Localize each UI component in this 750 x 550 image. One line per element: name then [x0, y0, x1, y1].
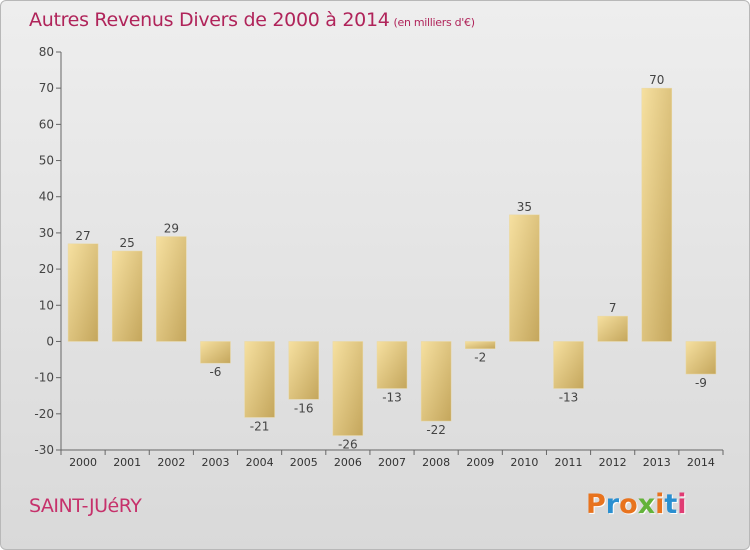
bar-value-label: -2 [474, 351, 486, 365]
bar-2014 [685, 341, 717, 375]
bar-2007 [376, 341, 408, 389]
bar-2006 [332, 341, 364, 436]
x-tick-label: 2001 [113, 456, 141, 469]
bar-2011 [553, 341, 584, 389]
bar-2005 [288, 341, 319, 400]
bar-value-label: 29 [164, 222, 179, 236]
chart-subtitle: (en milliers d'€) [393, 16, 475, 29]
bar-value-label: -13 [559, 390, 579, 404]
y-axis: -30 -20 -10 0 10 20 30 40 50 60 70 80 [34, 45, 62, 457]
bar-value-label: -22 [426, 423, 446, 437]
x-tick-label: 2008 [422, 456, 450, 469]
bar-2008 [420, 341, 452, 422]
bar-value-label: 25 [120, 236, 135, 250]
x-tick-label: 2012 [599, 456, 627, 469]
x-tick-label: 2002 [157, 456, 185, 469]
x-tick-label: 2011 [555, 456, 583, 469]
bar-2012 [597, 315, 628, 342]
x-tick-label: 2005 [290, 456, 318, 469]
y-tick-label: 60 [39, 117, 54, 131]
bar-value-label: 70 [649, 73, 664, 87]
bar-2002 [156, 236, 187, 342]
bar-2013 [641, 87, 673, 342]
x-tick-label: 2000 [69, 456, 97, 469]
bar-2000 [67, 243, 99, 342]
bar-2009 [465, 341, 496, 349]
bar-value-label: -26 [338, 438, 358, 452]
x-tick-label: 2006 [334, 456, 362, 469]
bars-group: 27 25 29 -6 -21 -16 -26 -13 -22 -2 35 -13 7 70 -9 [67, 73, 717, 452]
bar-value-label: 35 [517, 200, 532, 214]
y-tick-label: 40 [39, 190, 54, 204]
bar-value-label: -21 [250, 419, 270, 433]
bar-2010 [509, 214, 540, 342]
bar-2001 [111, 250, 143, 342]
y-tick-label: 20 [39, 262, 54, 276]
y-tick-label: -20 [34, 407, 54, 421]
y-tick-label: -30 [34, 443, 54, 457]
x-tick-label: 2009 [466, 456, 494, 469]
x-tick-label: 2014 [687, 456, 715, 469]
y-tick-label: 0 [46, 334, 54, 348]
y-tick-label: 30 [39, 226, 54, 240]
city-name: SAINT-JUéRY [29, 495, 142, 517]
y-tick-label: 80 [39, 45, 54, 59]
y-tick-label: 50 [39, 154, 54, 168]
x-tick-label: 2010 [510, 456, 538, 469]
bar-value-label: -13 [382, 390, 402, 404]
bar-value-label: -6 [209, 365, 221, 379]
bar-2004 [244, 341, 275, 418]
x-tick-label: 2004 [246, 456, 274, 469]
x-tick-label: 2013 [643, 456, 671, 469]
y-tick-label: -10 [34, 371, 54, 385]
proxiti-logo[interactable]: Proxiti [586, 489, 687, 520]
bar-value-label: 27 [75, 229, 90, 243]
title-text: Autres Revenus Divers de 2000 à 2014 [29, 9, 390, 31]
bar-value-label: 7 [609, 301, 617, 315]
bar-value-label: -9 [695, 376, 707, 390]
x-tick-label: 2003 [201, 456, 229, 469]
y-tick-label: 10 [39, 298, 54, 312]
bar-2003 [200, 341, 231, 364]
x-tick-label: 2007 [378, 456, 406, 469]
y-tick-label: 70 [39, 81, 54, 95]
chart-title: Autres Revenus Divers de 2000 à 2014 (en … [29, 9, 475, 31]
bar-value-label: -16 [294, 401, 314, 415]
x-axis: 2000 2001 2002 2003 2004 2005 2006 2007 2008 2009… [60, 449, 724, 469]
